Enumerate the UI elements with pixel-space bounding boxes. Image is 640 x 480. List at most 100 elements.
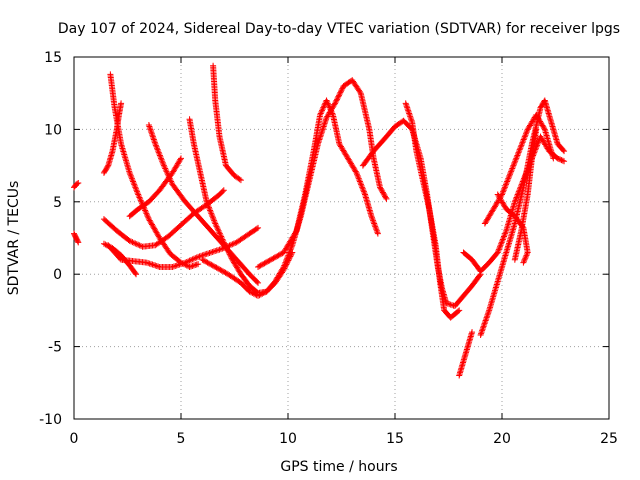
data-point bbox=[336, 92, 343, 99]
data-point bbox=[264, 258, 271, 265]
data-point bbox=[521, 135, 528, 142]
data-point bbox=[502, 230, 509, 237]
data-point bbox=[256, 263, 263, 270]
data-point bbox=[333, 97, 340, 104]
data-point bbox=[207, 207, 214, 214]
x-tick-label: 0 bbox=[70, 431, 79, 447]
data-point bbox=[520, 137, 527, 144]
data-point bbox=[557, 156, 564, 163]
data-point bbox=[320, 104, 327, 111]
data-point bbox=[383, 195, 390, 202]
data-point bbox=[216, 229, 223, 236]
data-point bbox=[155, 148, 162, 155]
y-tick-label: 0 bbox=[53, 267, 62, 283]
data-point bbox=[250, 290, 257, 297]
data-point bbox=[522, 255, 529, 262]
data-point bbox=[275, 252, 282, 259]
data-point bbox=[520, 136, 527, 143]
data-point bbox=[326, 103, 333, 110]
data-point bbox=[517, 145, 524, 152]
data-point bbox=[133, 241, 140, 248]
y-axis-label: SDTVAR / TECUs bbox=[6, 181, 22, 296]
data-point bbox=[358, 182, 365, 189]
data-point bbox=[182, 259, 189, 266]
data-point bbox=[154, 145, 161, 152]
data-point bbox=[190, 255, 197, 262]
data-point bbox=[541, 125, 548, 132]
data-point bbox=[283, 261, 290, 268]
data-point bbox=[485, 308, 492, 315]
data-point bbox=[187, 257, 194, 264]
data-point bbox=[286, 254, 293, 261]
data-point bbox=[207, 208, 214, 215]
data-point bbox=[195, 261, 202, 268]
y-tick-label: 5 bbox=[53, 195, 62, 211]
data-point bbox=[208, 261, 215, 268]
data-point bbox=[265, 258, 272, 265]
data-point bbox=[353, 169, 360, 176]
data-point bbox=[269, 255, 276, 262]
data-point bbox=[317, 111, 324, 118]
data-point bbox=[74, 238, 81, 245]
data-point bbox=[280, 266, 287, 273]
data-point bbox=[559, 157, 566, 164]
series-arc-20 bbox=[511, 126, 540, 263]
data-point bbox=[204, 259, 211, 266]
data-point bbox=[514, 152, 521, 159]
data-point bbox=[212, 220, 219, 227]
data-point bbox=[481, 320, 488, 327]
x-tick-label: 15 bbox=[386, 431, 404, 447]
data-point bbox=[505, 174, 512, 181]
data-point bbox=[334, 96, 341, 103]
data-point bbox=[144, 213, 151, 220]
data-point bbox=[484, 313, 491, 320]
data-point bbox=[127, 171, 134, 178]
data-point bbox=[501, 184, 508, 191]
data-point bbox=[192, 255, 199, 262]
data-point bbox=[483, 316, 490, 323]
data-point bbox=[522, 253, 529, 260]
data-point bbox=[550, 155, 557, 162]
data-point bbox=[318, 109, 325, 116]
data-point bbox=[213, 264, 220, 271]
data-point bbox=[75, 239, 82, 246]
x-tick-label: 25 bbox=[600, 431, 618, 447]
data-point bbox=[524, 127, 531, 134]
data-point bbox=[502, 229, 509, 236]
data-point bbox=[500, 235, 507, 241]
data-point bbox=[155, 149, 162, 156]
data-point bbox=[495, 246, 502, 253]
data-point bbox=[495, 248, 502, 255]
data-point bbox=[371, 221, 378, 228]
data-point bbox=[284, 258, 291, 265]
series-arc-15 bbox=[402, 100, 463, 321]
data-point bbox=[359, 185, 366, 192]
data-point bbox=[370, 219, 377, 226]
data-point bbox=[507, 169, 514, 176]
data-point bbox=[370, 217, 377, 224]
data-point bbox=[520, 259, 527, 266]
data-point bbox=[224, 247, 231, 254]
data-point bbox=[215, 227, 222, 234]
data-point bbox=[560, 147, 567, 154]
data-point bbox=[497, 242, 504, 249]
data-point bbox=[354, 172, 361, 179]
data-point bbox=[131, 181, 138, 188]
data-point bbox=[217, 266, 224, 273]
data-point bbox=[163, 168, 170, 175]
data-point bbox=[258, 261, 265, 268]
data-point bbox=[160, 162, 167, 169]
data-point bbox=[276, 251, 283, 258]
data-point bbox=[354, 171, 361, 178]
data-point bbox=[561, 148, 568, 155]
data-point bbox=[498, 239, 505, 246]
data-point bbox=[189, 256, 196, 263]
data-point bbox=[130, 179, 137, 186]
data-point bbox=[218, 235, 225, 241]
data-point bbox=[328, 109, 335, 116]
data-point bbox=[200, 257, 207, 264]
data-point bbox=[205, 204, 212, 211]
data-point bbox=[211, 217, 218, 224]
data-point bbox=[352, 168, 359, 175]
data-point bbox=[287, 253, 294, 260]
